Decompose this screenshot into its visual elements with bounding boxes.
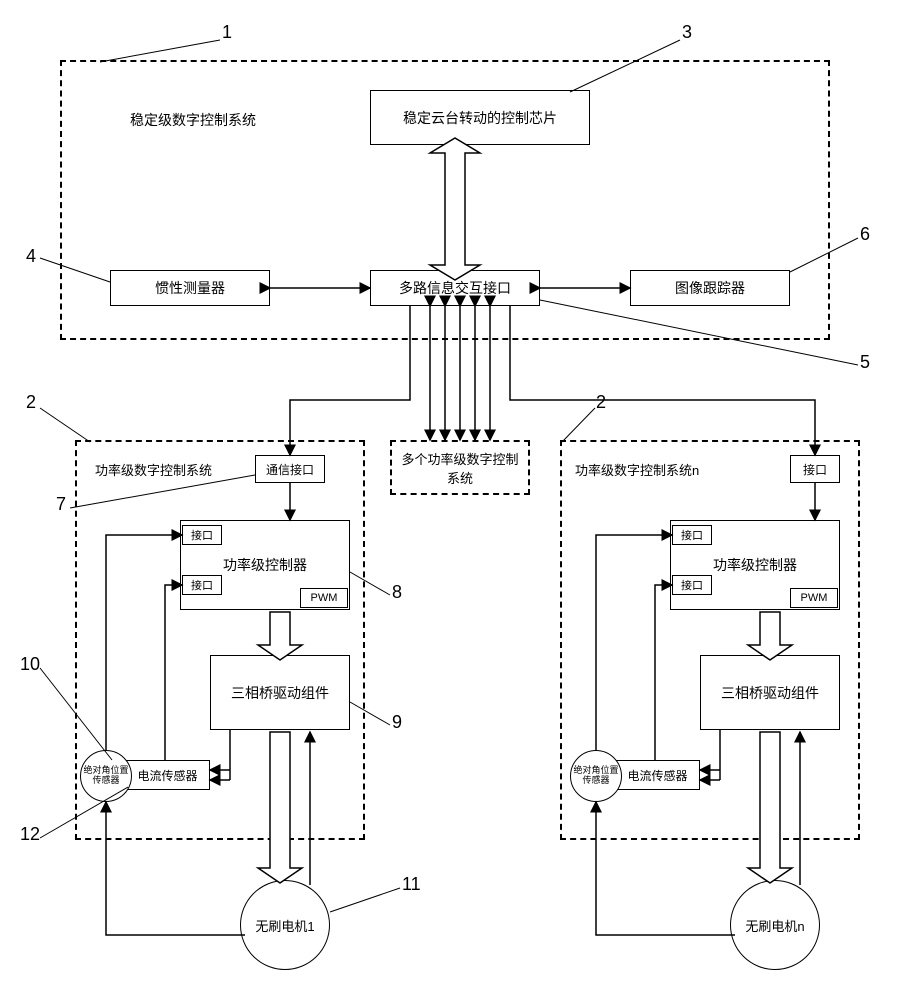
callout-11: 11 <box>402 874 421 895</box>
imu-label: 惯性测量器 <box>155 278 225 298</box>
angle-right: 绝对角位置传感器 <box>570 750 622 802</box>
bridge-left: 三相桥驱动组件 <box>210 655 350 730</box>
pwm-l-label: PWM <box>311 592 338 604</box>
angle-right-label: 绝对角位置传感器 <box>571 766 621 786</box>
csense-left: 电流传感器 <box>125 760 210 790</box>
motor-left: 无刷电机1 <box>240 880 330 970</box>
callout-10: 10 <box>20 654 40 675</box>
chip-box: 稳定云台转动的控制芯片 <box>370 90 590 145</box>
tracker-label: 图像跟踪器 <box>675 278 745 298</box>
imu-box: 惯性测量器 <box>110 270 270 306</box>
callout-3: 3 <box>682 22 692 43</box>
system1-label: 稳定级数字控制系统 <box>130 110 256 130</box>
callout-7: 7 <box>56 494 66 515</box>
callout-4: 4 <box>26 246 36 267</box>
pwm-r: PWM <box>790 588 838 608</box>
bridge-left-label: 三相桥驱动组件 <box>231 683 329 703</box>
comm-left-label: 通信接口 <box>266 461 314 478</box>
callout-9: 9 <box>392 712 402 733</box>
motor-right-label: 无刷电机n <box>745 916 804 935</box>
port-r1: 接口 <box>672 525 712 545</box>
port-l1-label: 接口 <box>191 527 213 543</box>
port-r1-label: 接口 <box>681 527 703 543</box>
power-right-label: 功率级数字控制系统n <box>575 460 699 479</box>
csense-right-label: 电流传感器 <box>627 767 687 784</box>
csense-left-label: 电流传感器 <box>137 767 197 784</box>
tracker-box: 图像跟踪器 <box>630 270 790 306</box>
pwm-l: PWM <box>300 588 348 608</box>
comm-right: 接口 <box>790 455 840 483</box>
callout-5: 5 <box>860 352 870 373</box>
callout-2b: 2 <box>596 392 606 413</box>
motor-right: 无刷电机n <box>730 880 820 970</box>
bridge-right: 三相桥驱动组件 <box>700 655 840 730</box>
multi-power-box: 多个功率级数字控制系统 <box>390 440 530 495</box>
ctrl-right-label: 功率级控制器 <box>713 555 797 575</box>
bridge-right-label: 三相桥驱动组件 <box>721 683 819 703</box>
port-l2: 接口 <box>182 575 222 595</box>
ctrl-left-label: 功率级控制器 <box>223 555 307 575</box>
diagram-root: 稳定级数字控制系统 稳定云台转动的控制芯片 惯性测量器 多路信息交互接口 图像跟… <box>0 0 912 1000</box>
port-r2: 接口 <box>672 575 712 595</box>
callout-2a: 2 <box>26 392 36 413</box>
callout-12: 12 <box>20 824 40 845</box>
callout-6: 6 <box>860 224 870 245</box>
power-left-label: 功率级数字控制系统 <box>95 460 212 479</box>
comm-left: 通信接口 <box>255 455 325 483</box>
motor-left-label: 无刷电机1 <box>255 916 314 935</box>
port-r2-label: 接口 <box>681 577 703 593</box>
port-l1: 接口 <box>182 525 222 545</box>
port-l2-label: 接口 <box>191 577 213 593</box>
angle-left: 绝对角位置传感器 <box>80 750 132 802</box>
callout-8: 8 <box>392 582 402 603</box>
interface-box: 多路信息交互接口 <box>370 270 540 306</box>
interface-label: 多路信息交互接口 <box>399 278 511 298</box>
csense-right: 电流传感器 <box>615 760 700 790</box>
comm-right-label: 接口 <box>803 461 827 478</box>
multi-power-label: 多个功率级数字控制系统 <box>396 449 524 487</box>
chip-label: 稳定云台转动的控制芯片 <box>403 108 557 128</box>
pwm-r-label: PWM <box>801 592 828 604</box>
callout-1: 1 <box>222 22 232 43</box>
angle-left-label: 绝对角位置传感器 <box>81 766 131 786</box>
